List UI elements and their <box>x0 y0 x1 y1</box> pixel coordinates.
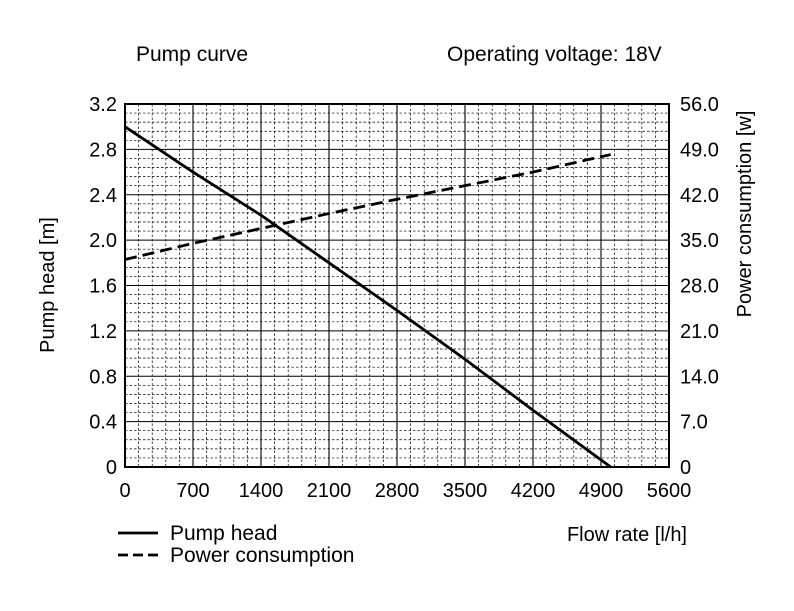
x-tick-label: 5600 <box>647 480 692 502</box>
legend-label-pump-head: Pump head <box>170 522 277 545</box>
y-left-tick-labels: 0 0.4 0.8 1.2 1.6 2.0 2.4 2.8 3.2 <box>89 94 117 479</box>
y-left-axis-label: Pump head [m] <box>37 217 59 353</box>
x-tick-labels: 0 700 1400 2100 2800 3500 4200 4900 5600 <box>119 480 691 502</box>
y-right-tick-label: 21.0 <box>680 321 719 343</box>
y-left-tick-label: 2.4 <box>89 185 117 207</box>
y-left-tick-label: 2.8 <box>89 139 117 161</box>
x-tick-label: 4200 <box>511 480 556 502</box>
y-right-tick-label: 28.0 <box>680 276 719 298</box>
x-tick-label: 2800 <box>375 480 420 502</box>
chart-subtitle: Operating voltage: 18V <box>447 43 662 66</box>
y-left-tick-label: 1.6 <box>89 276 117 298</box>
y-left-tick-label: 0.4 <box>89 412 117 434</box>
y-left-tick-label: 3.2 <box>89 94 117 116</box>
y-left-tick-label: 0 <box>106 457 117 479</box>
x-axis-label: Flow rate [l/h] <box>567 524 687 546</box>
x-tick-label: 700 <box>176 480 209 502</box>
series-layer <box>124 125 612 469</box>
y-right-tick-label: 35.0 <box>680 230 719 252</box>
y-left-tick-label: 2.0 <box>89 230 117 252</box>
y-right-tick-label: 14.0 <box>680 366 719 388</box>
x-tick-label: 4900 <box>579 480 624 502</box>
y-right-axis-label: Power consumption [w] <box>734 111 756 318</box>
y-right-tick-label: 42.0 <box>680 185 719 207</box>
power-consumption-line <box>124 153 612 261</box>
x-tick-label: 2100 <box>307 480 352 502</box>
y-left-tick-label: 0.8 <box>89 366 117 388</box>
x-tick-label: 0 <box>119 480 130 502</box>
y-right-tick-labels: 0 7.0 14.0 21.0 28.0 35.0 42.0 49.0 56.0 <box>680 94 719 479</box>
grid-major <box>125 104 669 467</box>
y-right-tick-label: 0 <box>680 457 691 479</box>
y-right-tick-label: 7.0 <box>680 412 708 434</box>
plot-frame <box>124 103 670 468</box>
pump-head-line <box>124 125 612 469</box>
y-right-tick-label: 49.0 <box>680 139 719 161</box>
chart-title: Pump curve <box>136 43 248 66</box>
y-left-tick-label: 1.2 <box>89 321 117 343</box>
x-tick-label: 3500 <box>443 480 488 502</box>
legend-label-power-consumption: Power consumption <box>170 544 354 567</box>
x-tick-label: 1400 <box>239 480 284 502</box>
y-right-tick-label: 56.0 <box>680 94 719 116</box>
